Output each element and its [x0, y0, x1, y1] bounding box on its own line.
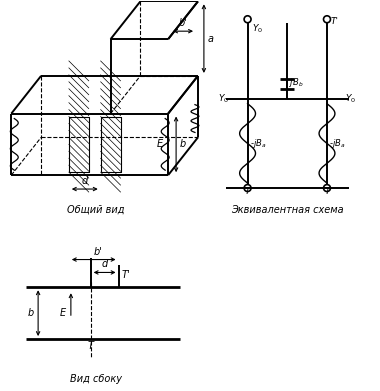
Text: Y$_0$: Y$_0$ — [252, 23, 263, 36]
Bar — [69, 117, 89, 172]
Text: Вид сбоку: Вид сбоку — [70, 374, 122, 384]
Bar — [101, 117, 120, 172]
Text: b': b' — [93, 247, 102, 256]
Text: b: b — [180, 139, 186, 149]
Text: d: d — [82, 176, 88, 186]
Text: b: b — [28, 308, 34, 318]
Text: d: d — [101, 260, 108, 269]
Text: jB$_b$: jB$_b$ — [289, 76, 304, 89]
Text: Общий вид: Общий вид — [67, 205, 124, 215]
Text: E: E — [60, 308, 66, 318]
Text: T: T — [245, 187, 250, 196]
Text: b': b' — [179, 18, 187, 28]
Text: T': T' — [331, 17, 339, 26]
Text: a: a — [208, 34, 214, 44]
Text: T: T — [88, 341, 94, 351]
Text: T: T — [324, 187, 330, 196]
Text: Y$_0$: Y$_0$ — [218, 92, 230, 105]
Text: E: E — [157, 139, 163, 149]
Text: -jB$_a$: -jB$_a$ — [329, 137, 345, 150]
Text: -jB$_a$: -jB$_a$ — [250, 137, 266, 150]
Text: Y$_0$: Y$_0$ — [345, 92, 356, 105]
Text: Эквивалентная схема: Эквивалентная схема — [231, 205, 344, 215]
Text: T': T' — [122, 271, 130, 280]
